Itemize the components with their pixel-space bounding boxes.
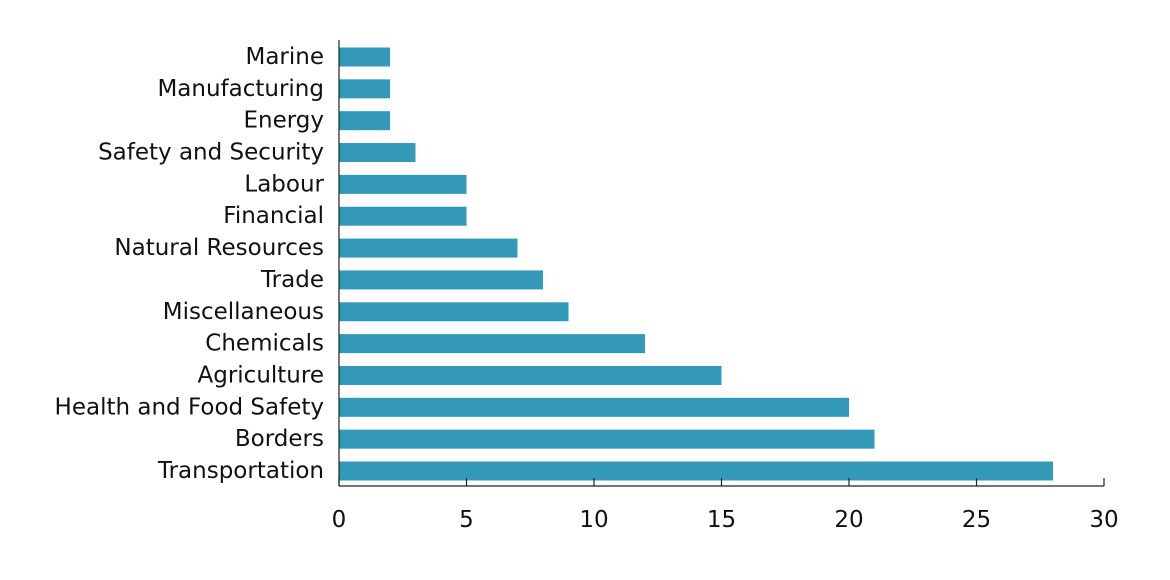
category-label-chemicals: Chemicals xyxy=(205,331,324,357)
category-labels: Marine Manufacturing Energy Safety and Secu… xyxy=(55,44,325,484)
x-tick-label-0: 0 xyxy=(332,507,347,533)
bars-group xyxy=(339,47,1053,481)
bar-transportation xyxy=(339,461,1053,481)
x-tick-label-10: 10 xyxy=(579,507,608,533)
category-label-manufacturing: Manufacturing xyxy=(157,76,324,102)
bar-labour xyxy=(339,174,467,194)
category-label-agriculture: Agriculture xyxy=(198,362,325,388)
x-tick-label-30: 30 xyxy=(1089,507,1118,533)
bar-trade xyxy=(339,270,543,290)
bar-miscellaneous xyxy=(339,302,569,322)
category-label-financial: Financial xyxy=(223,203,324,229)
bar-natural-resources xyxy=(339,238,518,258)
bar-manufacturing xyxy=(339,79,390,99)
bar-health-and-food-safety xyxy=(339,397,849,417)
x-tick-label-15: 15 xyxy=(707,507,736,533)
bar-energy xyxy=(339,111,390,131)
x-tick-label-20: 20 xyxy=(834,507,863,533)
category-label-marine: Marine xyxy=(245,44,324,70)
bar-borders xyxy=(339,429,875,449)
category-label-transportation: Transportation xyxy=(157,458,324,484)
bar-agriculture xyxy=(339,365,722,385)
category-label-borders: Borders xyxy=(235,426,324,452)
category-label-energy: Energy xyxy=(243,108,324,134)
x-axis-ticks: 0 5 10 15 20 25 30 xyxy=(332,478,1119,533)
x-tick-label-25: 25 xyxy=(962,507,991,533)
category-label-health-and-food-safety: Health and Food Safety xyxy=(55,394,324,420)
category-label-miscellaneous: Miscellaneous xyxy=(163,299,324,325)
category-label-natural-resources: Natural Resources xyxy=(114,235,324,261)
bar-chemicals xyxy=(339,334,645,354)
category-label-labour: Labour xyxy=(244,171,324,197)
category-label-trade: Trade xyxy=(260,267,324,293)
bar-safety-and-security xyxy=(339,143,416,163)
x-tick-label-5: 5 xyxy=(459,507,474,533)
category-label-safety-and-security: Safety and Security xyxy=(98,140,324,166)
bar-financial xyxy=(339,206,467,226)
bar-marine xyxy=(339,47,390,67)
